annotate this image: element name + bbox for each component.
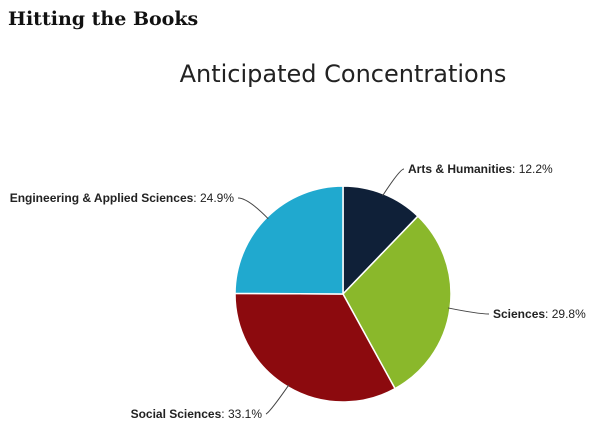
slice-label: Engineering & Applied Sciences: 24.9% [10,191,235,205]
chart-title: Anticipated Concentrations [179,60,507,88]
slice-label: Arts & Humanities: 12.2% [408,162,553,176]
leader-line [237,197,269,220]
slice-labels: Arts & Humanities: 12.2% Sciences: 29.8% S… [10,162,586,421]
page-heading: Hitting the Books [8,8,199,30]
slice-label: Social Sciences: 33.1% [131,407,263,421]
slice-label: Sciences: 29.8% [493,307,586,321]
leader-line [382,168,405,196]
leader-line [447,307,490,315]
leader-line [265,384,290,415]
pie-slice-engineering-applied-sciences [234,185,344,295]
